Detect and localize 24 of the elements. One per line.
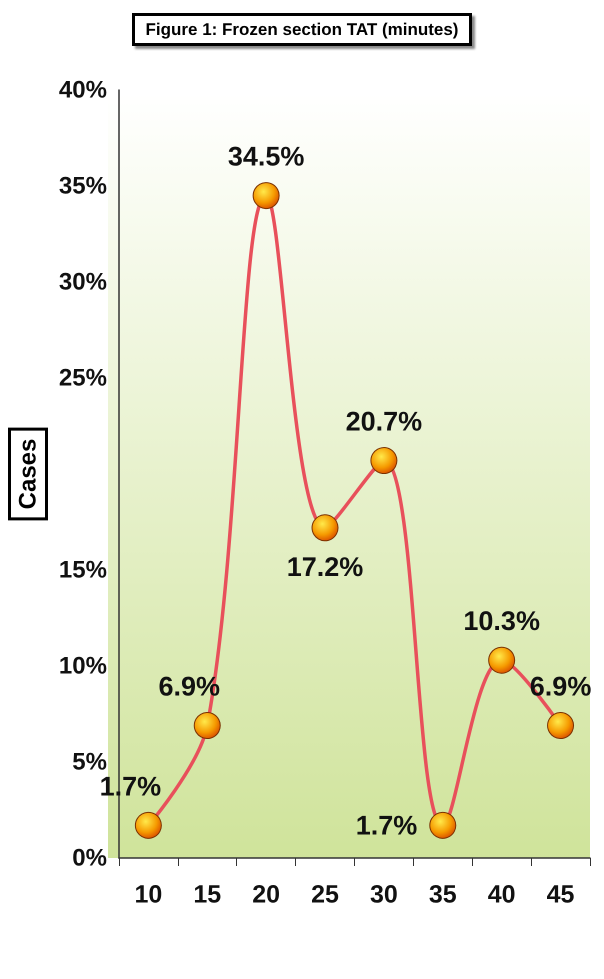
chart-title: Figure 1: Frozen section TAT (minutes)	[146, 20, 458, 39]
x-tick-label: 45	[546, 880, 575, 908]
data-label: 6.9%	[530, 672, 592, 702]
y-tick-label: 15%	[58, 556, 107, 584]
y-tick-label: 25%	[58, 364, 107, 392]
x-tick-label: 40	[488, 880, 516, 908]
y-tick-label: 0%	[72, 844, 107, 872]
y-tick-label: 35%	[58, 172, 107, 200]
data-label: 1.7%	[356, 810, 418, 840]
y-tick-label: 10%	[58, 652, 107, 680]
data-label: 20.7%	[346, 406, 422, 437]
x-tick-label: 30	[370, 880, 398, 908]
x-tick-label: 15	[193, 880, 222, 908]
x-tick-label: 25	[311, 880, 340, 908]
x-tick-label: 35	[428, 880, 457, 908]
data-label: 34.5%	[228, 142, 304, 172]
y-tick-label: 5%	[72, 748, 107, 776]
y-tick-label: 30%	[58, 268, 107, 296]
data-label: 17.2%	[286, 552, 364, 582]
y-axis-title: Cases	[14, 438, 42, 510]
y-tick-label: 40%	[58, 76, 107, 104]
x-tick-label: 10	[134, 880, 162, 908]
data-label: 10.3%	[463, 606, 540, 636]
x-tick-label: 20	[252, 880, 280, 908]
